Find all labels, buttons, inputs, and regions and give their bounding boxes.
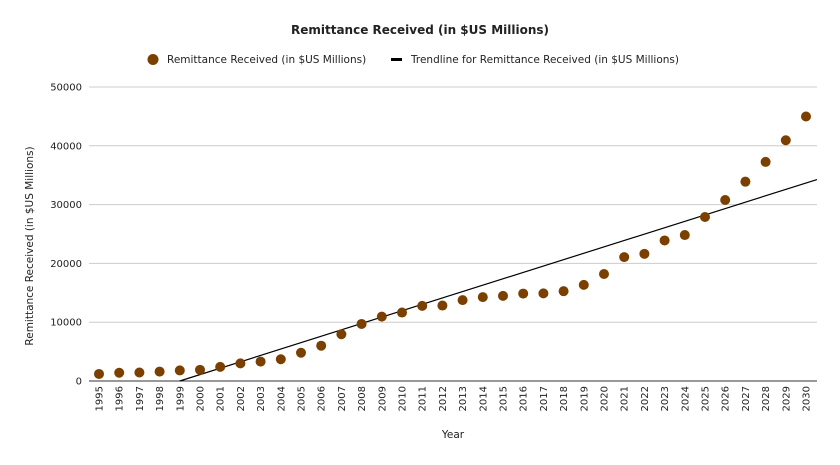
y-axis-ticks: 0 10000 20000 30000 40000 50000: [50, 83, 82, 388]
x-axis-ticks: 1995 1996 1997 1998 1999 2000 2001 2002 2003 2004…: [95, 386, 813, 411]
x-tick-label: 1998: [155, 386, 166, 411]
data-point: [679, 230, 690, 241]
gridlines: [89, 86, 817, 323]
x-tick-label: 1995: [95, 386, 106, 411]
x-tick-label: 2001: [216, 386, 227, 411]
x-tick-label: 2026: [721, 386, 732, 411]
data-point: [397, 307, 407, 318]
x-tick-label: 2021: [620, 386, 631, 411]
x-tick-label: 2029: [781, 386, 792, 411]
x-tick-label: 2023: [660, 386, 671, 411]
x-tick-label: 2006: [317, 386, 328, 411]
chart-title: Remittance Received (in $US Millions): [291, 23, 549, 37]
x-tick-label: 2010: [398, 386, 409, 411]
data-point: [780, 135, 791, 146]
x-tick-label: 2024: [680, 386, 691, 411]
data-point: [174, 365, 185, 376]
x-tick-label: 2022: [640, 386, 651, 411]
data-point: [316, 340, 327, 351]
legend-marker-points: [147, 54, 159, 65]
x-tick-label: 2015: [499, 386, 510, 411]
x-tick-label: 2020: [600, 386, 611, 411]
data-point: [619, 252, 630, 263]
y-tick-label: 20000: [50, 259, 82, 270]
x-axis-label: Year: [441, 429, 465, 441]
y-axis-label: Remittance Received (in $US Millions): [24, 146, 36, 345]
data-point: [538, 288, 549, 299]
data-point: [94, 368, 104, 379]
data-point: [700, 212, 710, 223]
data-point: [154, 366, 165, 377]
legend-label-trendline: Trendline for Remittance Received (in $U…: [410, 54, 679, 66]
data-point: [215, 361, 226, 372]
legend-label-points: Remittance Received (in $US Millions): [167, 54, 366, 66]
x-tick-label: 2012: [438, 386, 449, 411]
data-point: [235, 358, 246, 369]
data-point: [639, 248, 650, 259]
data-point: [518, 288, 529, 299]
data-point: [114, 367, 125, 378]
x-tick-label: 2018: [559, 386, 570, 411]
x-tick-label: 2030: [802, 386, 813, 411]
data-point: [376, 311, 387, 322]
x-tick-label: 2013: [458, 386, 469, 411]
data-point: [740, 176, 751, 187]
x-tick-label: 2025: [701, 386, 712, 411]
data-point: [578, 279, 589, 290]
data-point: [336, 329, 347, 340]
data-point: [356, 318, 367, 329]
x-tick-label: 2002: [236, 386, 247, 411]
y-tick-label: 10000: [50, 318, 82, 329]
x-tick-label: 2005: [297, 386, 308, 411]
data-points: [94, 111, 811, 379]
legend-marker-trendline: [391, 58, 402, 61]
data-point: [255, 356, 266, 367]
data-point: [275, 354, 286, 365]
data-point: [457, 295, 468, 306]
x-tick-label: 1997: [135, 386, 146, 411]
x-tick-label: 2014: [478, 386, 489, 411]
data-point: [720, 195, 731, 206]
data-point: [195, 364, 205, 375]
x-tick-label: 2004: [276, 386, 287, 411]
x-tick-label: 1996: [115, 386, 126, 411]
y-tick-label: 30000: [50, 200, 82, 211]
data-point: [437, 300, 448, 311]
legend: Remittance Received (in $US Millions) Tr…: [147, 54, 679, 66]
x-tick-label: 2000: [196, 386, 207, 411]
x-tick-label: 2017: [539, 386, 550, 411]
y-tick-label: 50000: [50, 83, 82, 94]
y-tick-label: 40000: [50, 141, 82, 152]
x-tick-label: 2009: [377, 386, 388, 411]
x-tick-label: 1999: [175, 386, 186, 411]
data-point: [498, 290, 508, 301]
trendline: [179, 178, 818, 382]
trendline-group: [179, 178, 818, 382]
data-point: [599, 268, 609, 279]
x-tick-label: 2027: [741, 386, 752, 411]
data-point: [134, 367, 145, 378]
x-tick-label: 2008: [357, 386, 368, 411]
data-point: [417, 300, 428, 311]
x-tick-label: 2028: [761, 386, 772, 411]
x-tick-label: 2016: [519, 386, 530, 411]
x-tick-label: 2019: [579, 386, 590, 411]
data-point: [801, 111, 811, 122]
data-point: [659, 235, 670, 246]
x-tick-label: 2011: [418, 386, 429, 411]
data-point: [760, 156, 771, 167]
x-tick-label: 2007: [337, 386, 348, 411]
data-point: [558, 286, 569, 297]
x-tick-label: 2003: [256, 386, 267, 411]
y-tick-label: 0: [76, 377, 82, 388]
data-point: [477, 292, 488, 303]
data-point: [296, 347, 306, 358]
